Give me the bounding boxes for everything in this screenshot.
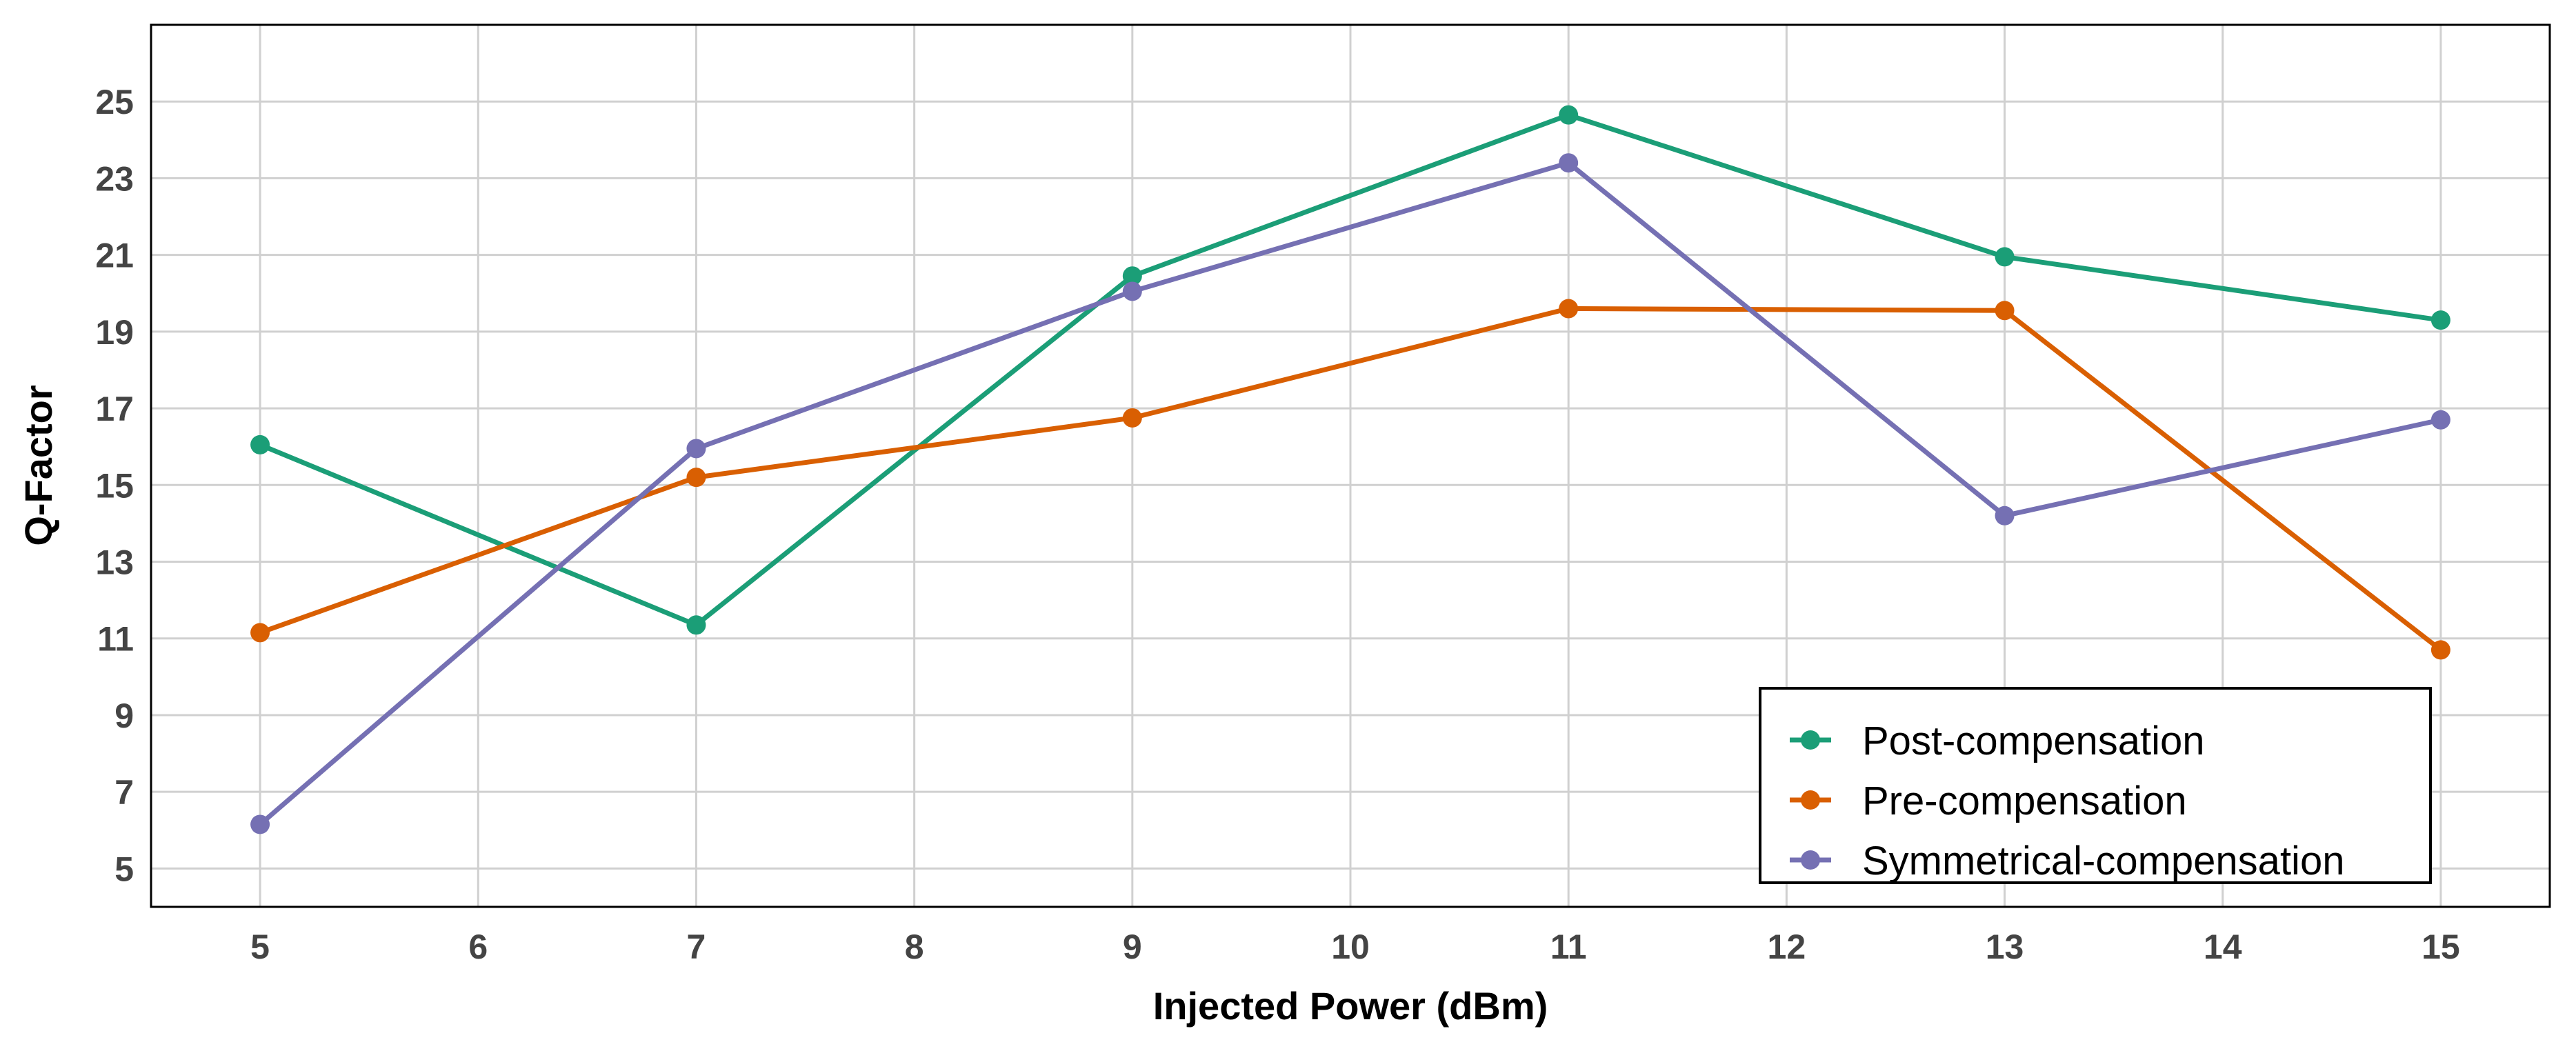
data-point bbox=[250, 623, 270, 643]
data-point bbox=[1995, 301, 2015, 321]
x-tick-label: 8 bbox=[905, 928, 924, 966]
data-point bbox=[1559, 153, 1579, 173]
legend-box bbox=[1759, 687, 2432, 884]
y-tick-label: 15 bbox=[95, 466, 134, 505]
y-tick-label: 7 bbox=[114, 773, 134, 812]
y-tick-label: 19 bbox=[95, 313, 134, 352]
series-line-post-compensation bbox=[259, 112, 2442, 628]
series-line-symmetrical-compensation bbox=[258, 160, 2442, 827]
x-tick-label: 11 bbox=[1550, 928, 1587, 966]
x-tick-label: 9 bbox=[1123, 928, 1142, 966]
y-tick-label: 17 bbox=[95, 390, 134, 428]
y-tick-label: 13 bbox=[95, 543, 134, 582]
legend-label: Pre-compensation bbox=[1862, 779, 2187, 823]
legend-marker bbox=[1801, 850, 1820, 870]
y-tick-label: 23 bbox=[95, 159, 134, 198]
data-point bbox=[2430, 310, 2450, 330]
data-point bbox=[250, 814, 270, 834]
plot-frame bbox=[150, 23, 2551, 908]
y-tick-label: 21 bbox=[95, 237, 134, 275]
data-point bbox=[250, 434, 270, 454]
x-tick-label: 6 bbox=[468, 928, 488, 966]
data-point bbox=[686, 468, 706, 488]
legend-marker bbox=[1801, 730, 1820, 750]
data-point bbox=[1559, 299, 1579, 319]
y-tick-label: 9 bbox=[114, 697, 134, 735]
y-tick-label: 11 bbox=[97, 620, 134, 659]
x-tick-label: 7 bbox=[687, 928, 706, 966]
legend-label: Post-compensation bbox=[1862, 719, 2204, 763]
x-tick-label: 15 bbox=[2422, 928, 2460, 966]
x-axis-label: Injected Power (dBm) bbox=[1153, 984, 1548, 1028]
y-tick-label: 5 bbox=[114, 850, 134, 888]
ticks: 5 6 7 8 9 10 11 12 13 14 15 5 7 9 11 13 15 17 19 21 23 25 bbox=[95, 83, 2459, 966]
x-tick-label: 13 bbox=[1986, 928, 2024, 966]
x-tick-label: 5 bbox=[250, 928, 270, 966]
legend-label: Symmetrical-compensation bbox=[1862, 839, 2344, 883]
legend-marker bbox=[1801, 790, 1820, 810]
data-point bbox=[1122, 266, 1142, 286]
y-axis-label: Q-Factor bbox=[17, 385, 60, 545]
data-point bbox=[1559, 105, 1579, 125]
data-point bbox=[686, 615, 706, 635]
x-tick-label: 14 bbox=[2204, 928, 2242, 966]
series-group bbox=[250, 105, 2450, 834]
data-point bbox=[2430, 410, 2450, 430]
data-point bbox=[1995, 247, 2015, 267]
data-point bbox=[686, 439, 706, 459]
y-tick-label: 25 bbox=[95, 83, 134, 121]
legend: Post-compensation Pre-compensation Symmetr… bbox=[1759, 687, 2432, 884]
data-point bbox=[1995, 506, 2015, 526]
data-point bbox=[1122, 281, 1142, 301]
data-point bbox=[2430, 640, 2450, 660]
data-point bbox=[1122, 408, 1142, 428]
series-line-pre-compensation bbox=[259, 306, 2443, 652]
x-tick-label: 10 bbox=[1331, 928, 1370, 966]
x-tick-label: 12 bbox=[1768, 928, 1806, 966]
